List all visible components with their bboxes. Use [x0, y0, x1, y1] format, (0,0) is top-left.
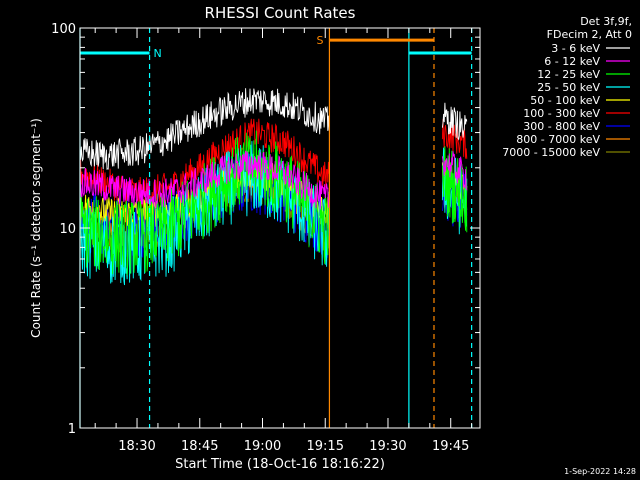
legend-label-1: 3 - 6 keV	[551, 42, 600, 55]
x-tick-label-1915: 19:15	[307, 439, 344, 454]
y-tick-label-10: 10	[59, 222, 76, 237]
series-12-25-kev	[79, 130, 468, 276]
series-6-12-kev-trace-1	[79, 150, 330, 210]
y-tick-label-100: 100	[51, 22, 76, 37]
legend-label-3: 12 - 25 keV	[537, 68, 600, 81]
series-12-25-kev-trace-2	[441, 146, 468, 233]
x-tick-label-1930: 19:30	[369, 439, 406, 454]
y-tick-label-1: 1	[68, 422, 76, 437]
legend-label-5: 50 - 100 keV	[530, 94, 600, 107]
legend-label-8: 800 - 7000 keV	[516, 133, 600, 146]
x-axis-label: Start Time (18-Oct-16 18:16:22)	[175, 457, 385, 472]
legend-label-2: 6 - 12 keV	[544, 55, 600, 68]
legend-label-4: 25 - 50 keV	[537, 81, 600, 94]
y-axis-label: Count Rate (s⁻¹ detector segment⁻¹)	[29, 118, 43, 338]
x-tick-label-1945: 19:45	[432, 439, 469, 454]
series-6-12-kev-trace-2	[441, 151, 468, 191]
series-12-25-kev-trace-1	[79, 130, 330, 276]
legend-label-7: 300 - 800 keV	[523, 120, 600, 133]
series-3-6-kev-trace-2	[441, 102, 468, 141]
chart-title: RHESSI Count Rates	[205, 4, 356, 22]
x-axis: 18:30 18:45 19:00 19:15 19:30 19:45	[94, 28, 473, 454]
legend-label-6: 100 - 300 keV	[523, 107, 600, 120]
legend-header-line-1: Det 3f,9f,	[580, 15, 632, 28]
x-tick-label-1900: 19:00	[244, 439, 281, 454]
series-6-12-kev	[79, 150, 468, 210]
x-tick-label-1845: 18:45	[181, 439, 218, 454]
x-tick-label-1830: 18:30	[118, 439, 155, 454]
series-3-6-kev	[79, 88, 468, 170]
footer-date: 1-Sep-2022 14:28	[564, 467, 636, 476]
y-axis: 1 10 100	[51, 22, 480, 437]
legend-label-9: 7000 - 15000 keV	[502, 146, 600, 159]
legend-header-line-2: FDecim 2, Att 0	[547, 28, 632, 41]
series-3-6-kev-trace-1	[79, 88, 330, 170]
annotation-label-n: N	[153, 47, 161, 60]
annotation-label-s: S	[316, 34, 323, 47]
